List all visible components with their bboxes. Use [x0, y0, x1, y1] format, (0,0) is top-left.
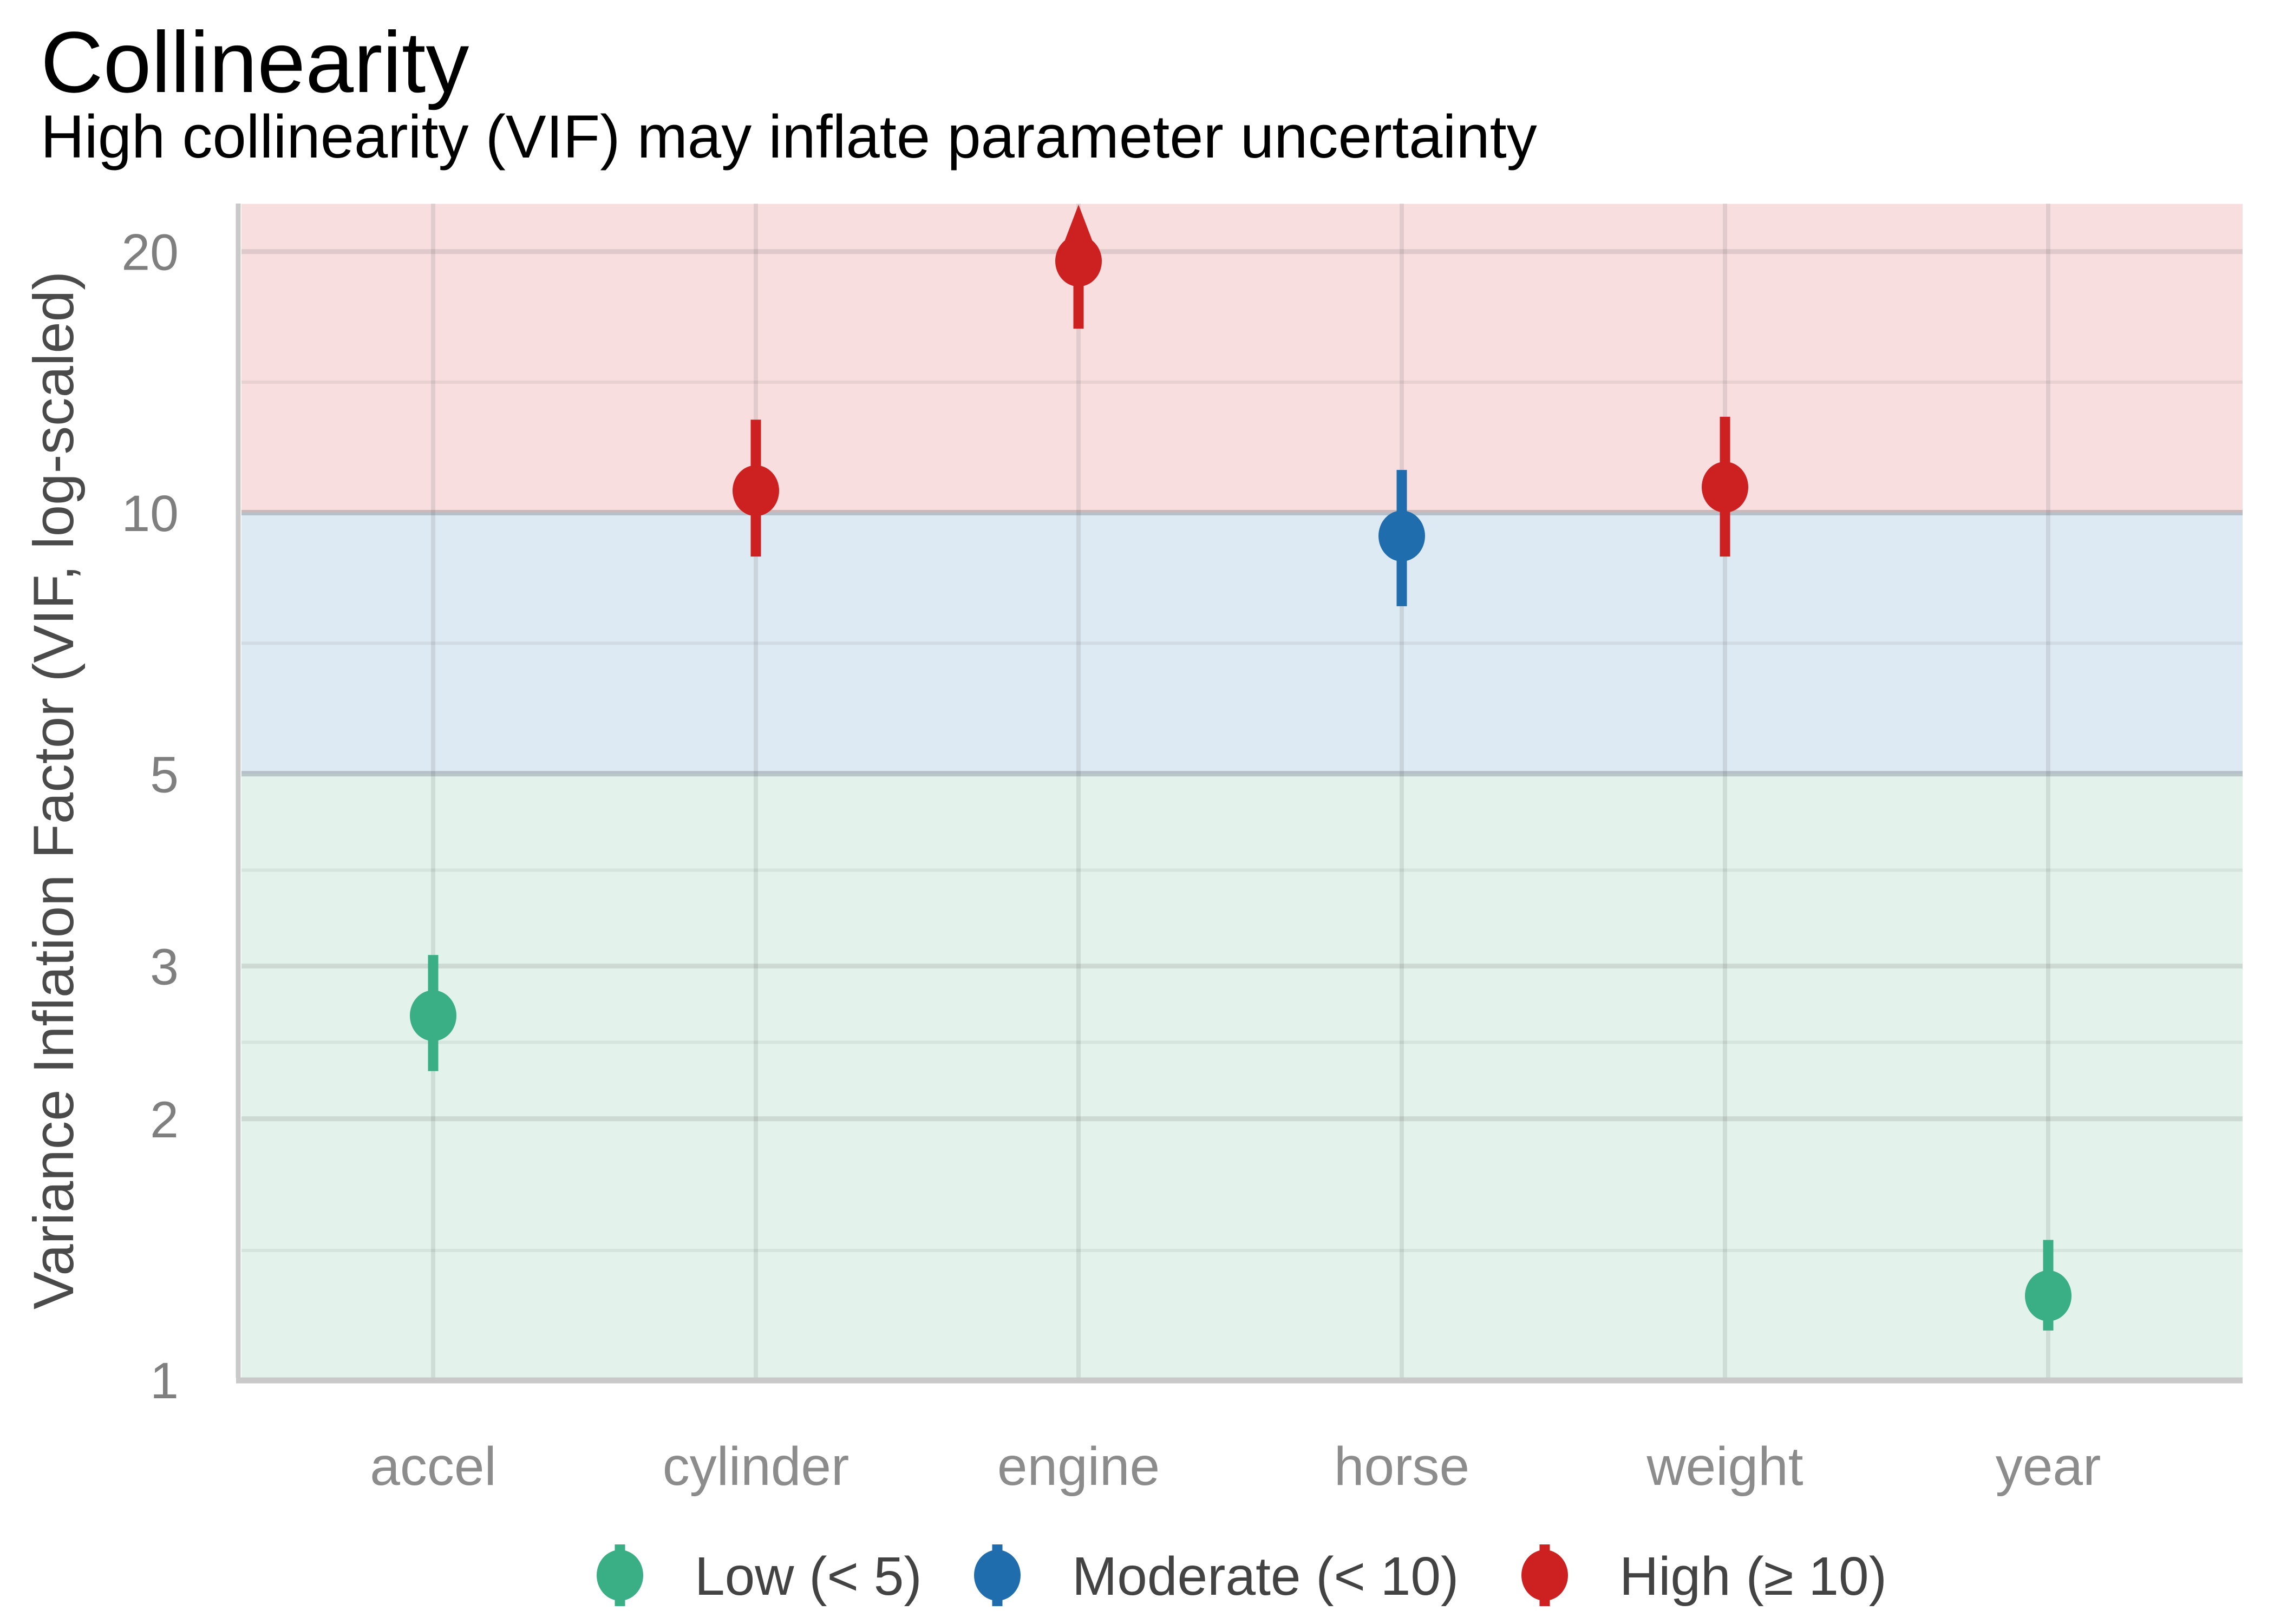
panel	[236, 204, 2243, 1384]
x-axis-label-cylinder: cylinder	[663, 1436, 850, 1497]
point-engine	[1055, 205, 1102, 329]
band-high	[241, 204, 2243, 513]
point-weight	[1702, 416, 1748, 557]
vif-point	[1702, 461, 1748, 513]
legend-item-moderate: Moderate (< 10)	[974, 1544, 1459, 1607]
vif-point	[1055, 235, 1102, 287]
legend: Low (< 5) Moderate (< 10) High (≥ 10)	[597, 1544, 1887, 1607]
y-tick-labels: 20 10 5 3 2 1	[121, 224, 179, 1410]
x-axis-label-horse: horse	[1334, 1436, 1469, 1497]
x-axis-label-engine: engine	[997, 1436, 1160, 1497]
vif-point	[2025, 1270, 2072, 1321]
legend-label: Low (< 5)	[695, 1546, 922, 1607]
axis-lines	[236, 204, 2243, 1384]
vif-point	[733, 465, 779, 516]
y-tick-label: 10	[121, 485, 179, 542]
legend-key-point	[597, 1550, 643, 1601]
gridlines-minor	[241, 380, 2243, 1252]
vif-point	[410, 990, 456, 1042]
points-layer	[410, 205, 2072, 1331]
legend-key-point	[974, 1550, 1021, 1601]
offscale-arrow-up-icon	[1063, 205, 1094, 246]
point-horse	[1378, 470, 1425, 606]
legend-item-high: High (≥ 10)	[1521, 1544, 1887, 1607]
point-accel	[410, 955, 456, 1071]
gridlines-vertical	[431, 204, 2050, 1378]
y-tick-label: 2	[150, 1091, 179, 1149]
x-axis-label-accel: accel	[370, 1436, 496, 1497]
legend-label: High (≥ 10)	[1619, 1546, 1887, 1607]
y-axis-title: Variance Inflation Factor (VIF, log-scal…	[22, 271, 86, 1309]
point-cylinder	[733, 420, 779, 557]
x-axis-labels: accel cylinder engine horse weight year	[370, 1436, 2101, 1497]
legend-key-point	[1521, 1550, 1568, 1601]
band-low	[241, 774, 2243, 1378]
x-axis-label-year: year	[1996, 1436, 2101, 1497]
threshold-bands	[241, 204, 2243, 1378]
chart-subtitle: High collinearity (VIF) may inflate para…	[41, 103, 1537, 171]
band-moderate	[241, 513, 2243, 774]
legend-item-low: Low (< 5)	[597, 1544, 922, 1607]
y-tick-label: 5	[150, 746, 179, 803]
x-axis-label-weight: weight	[1646, 1436, 1803, 1497]
vif-point	[1378, 510, 1425, 562]
chart-title: Collinearity	[41, 14, 469, 110]
legend-label: Moderate (< 10)	[1072, 1546, 1459, 1607]
y-tick-label: 20	[121, 224, 179, 281]
y-tick-label: 1	[150, 1352, 179, 1410]
y-tick-label: 3	[150, 939, 179, 996]
point-year	[2025, 1240, 2072, 1331]
